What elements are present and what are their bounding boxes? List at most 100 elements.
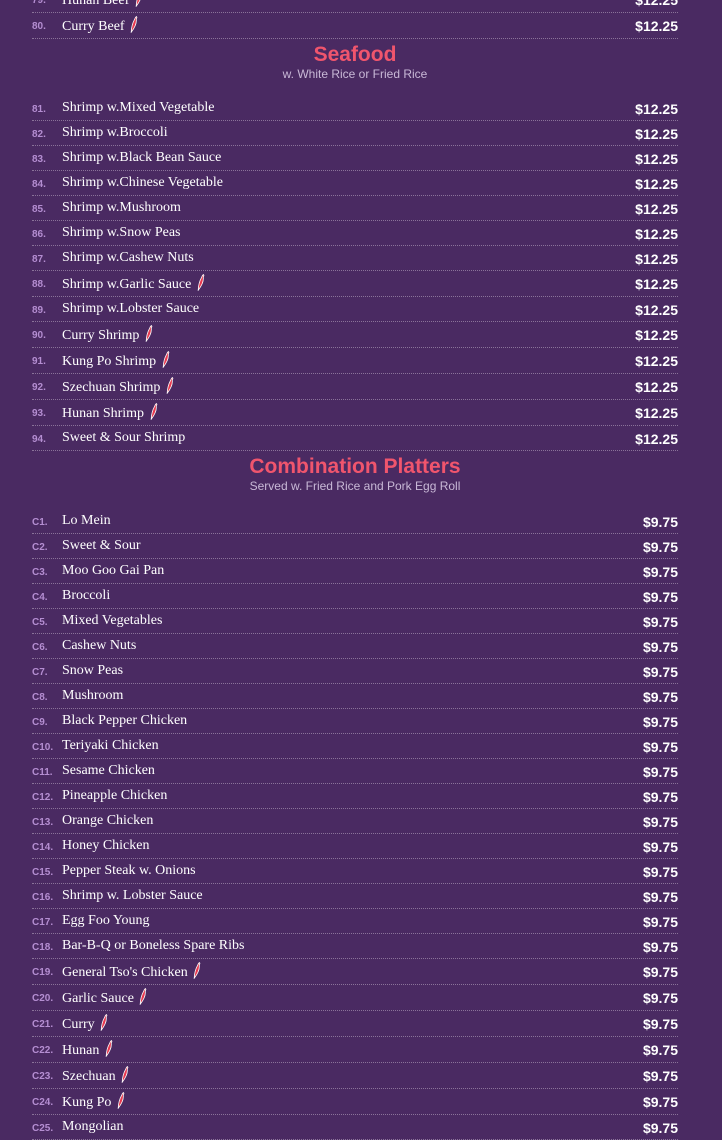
item-number: C16. bbox=[32, 892, 53, 904]
menu-item-row: C5. Mixed Vegetables $9.75 bbox=[32, 609, 678, 634]
item-number: 79. bbox=[32, 0, 46, 7]
item-price: $9.75 bbox=[643, 1119, 678, 1137]
item-name-cell: Orange Chicken bbox=[62, 812, 153, 830]
menu-item-row: 86. Shrimp w.Snow Peas $12.25 bbox=[32, 221, 678, 246]
item-name: Sweet & Sour Shrimp bbox=[62, 430, 185, 445]
seafood-section-header: Seafood w. White Rice or Fried Rice bbox=[32, 39, 678, 96]
item-name-cell: Broccoli bbox=[62, 587, 110, 605]
item-name-cell: Shrimp w.Lobster Sauce bbox=[62, 300, 199, 318]
chili-pepper-icon bbox=[100, 1014, 108, 1037]
item-number: C25. bbox=[32, 1123, 53, 1135]
item-price: $12.25 bbox=[635, 100, 678, 118]
item-number: C24. bbox=[32, 1097, 53, 1109]
menu-item-row: C15. Pepper Steak w. Onions $9.75 bbox=[32, 859, 678, 884]
item-name: Szechuan bbox=[62, 1069, 116, 1084]
item-price: $12.25 bbox=[635, 225, 678, 243]
item-price: $9.75 bbox=[643, 1067, 678, 1085]
item-name: Curry bbox=[62, 1017, 95, 1032]
item-name-cell: Shrimp w.Mushroom bbox=[62, 199, 181, 217]
item-name-cell: Sweet & Sour Shrimp bbox=[62, 429, 185, 447]
item-price: $12.25 bbox=[635, 200, 678, 218]
item-name: General Tso's Chicken bbox=[62, 965, 188, 980]
item-name-cell: Hunan Shrimp bbox=[62, 403, 158, 426]
item-name-cell: Shrimp w.Cashew Nuts bbox=[62, 249, 194, 267]
item-price: $9.75 bbox=[643, 838, 678, 856]
chili-pepper-icon bbox=[197, 274, 205, 297]
seafood-item-list: 81. Shrimp w.Mixed Vegetable $12.25 82. Shri… bbox=[32, 96, 678, 451]
item-number: C13. bbox=[32, 817, 53, 829]
item-price: $9.75 bbox=[643, 763, 678, 781]
item-price: $9.75 bbox=[643, 713, 678, 731]
item-number: C12. bbox=[32, 792, 53, 804]
item-name: Curry Shrimp bbox=[62, 328, 139, 343]
item-name-cell: Shrimp w.Snow Peas bbox=[62, 224, 181, 242]
item-price: $9.75 bbox=[643, 813, 678, 831]
menu-item-row: 94. Sweet & Sour Shrimp $12.25 bbox=[32, 426, 678, 451]
item-price: $9.75 bbox=[643, 588, 678, 606]
item-price: $12.25 bbox=[635, 430, 678, 448]
item-name: Kung Po Shrimp bbox=[62, 354, 156, 369]
menu-item-row: C19. General Tso's Chicken $9.75 bbox=[32, 959, 678, 985]
item-number: 81. bbox=[32, 104, 46, 116]
item-number: 89. bbox=[32, 305, 46, 317]
item-name-cell: Szechuan Shrimp bbox=[62, 377, 174, 400]
item-name: Orange Chicken bbox=[62, 813, 153, 828]
item-price: $12.25 bbox=[635, 17, 678, 35]
menu-item-row: 81. Shrimp w.Mixed Vegetable $12.25 bbox=[32, 96, 678, 121]
item-name: Pepper Steak w. Onions bbox=[62, 863, 196, 878]
combination-section-header: Combination Platters Served w. Fried Ric… bbox=[32, 451, 678, 509]
item-name: Sweet & Sour bbox=[62, 538, 141, 553]
item-name-cell: Snow Peas bbox=[62, 662, 123, 680]
menu-item-row: 82. Shrimp w.Broccoli $12.25 bbox=[32, 121, 678, 146]
item-number: C19. bbox=[32, 967, 53, 979]
item-name-cell: Kung Po Shrimp bbox=[62, 351, 170, 374]
item-name: Broccoli bbox=[62, 588, 110, 603]
item-name-cell: Shrimp w. Lobster Sauce bbox=[62, 887, 203, 905]
menu-item-row: C7. Snow Peas $9.75 bbox=[32, 659, 678, 684]
item-name-cell: Sweet & Sour bbox=[62, 537, 141, 555]
item-name-cell: Pepper Steak w. Onions bbox=[62, 862, 196, 880]
item-name: Hunan Shrimp bbox=[62, 406, 144, 421]
item-number: C3. bbox=[32, 567, 48, 579]
item-name: Hunan Beef bbox=[62, 0, 129, 8]
item-price: $9.75 bbox=[643, 788, 678, 806]
menu-item-row: C8. Mushroom $9.75 bbox=[32, 684, 678, 709]
chili-pepper-icon bbox=[139, 988, 147, 1011]
item-name: Shrimp w. Lobster Sauce bbox=[62, 888, 203, 903]
item-name-cell: Honey Chicken bbox=[62, 837, 149, 855]
item-name: Shrimp w.Lobster Sauce bbox=[62, 301, 199, 316]
item-name: Pineapple Chicken bbox=[62, 788, 167, 803]
item-name-cell: Mushroom bbox=[62, 687, 123, 705]
item-name: Mushroom bbox=[62, 688, 123, 703]
item-price: $9.75 bbox=[643, 963, 678, 981]
seafood-section-subtitle: w. White Rice or Fried Rice bbox=[32, 67, 678, 81]
item-number: C18. bbox=[32, 942, 53, 954]
item-price: $9.75 bbox=[643, 563, 678, 581]
item-name-cell: Curry Beef bbox=[62, 16, 138, 39]
item-name-cell: Shrimp w.Broccoli bbox=[62, 124, 168, 142]
menu-item-row: C11. Sesame Chicken $9.75 bbox=[32, 759, 678, 784]
item-price: $12.25 bbox=[635, 250, 678, 268]
menu-item-row: C22. Hunan $9.75 bbox=[32, 1037, 678, 1063]
item-number: 82. bbox=[32, 129, 46, 141]
item-number: C1. bbox=[32, 517, 48, 529]
item-price: $12.25 bbox=[635, 125, 678, 143]
item-name: Cashew Nuts bbox=[62, 638, 136, 653]
item-number: 93. bbox=[32, 408, 46, 420]
item-price: $9.75 bbox=[643, 538, 678, 556]
item-name: Shrimp w.Broccoli bbox=[62, 125, 168, 140]
menu-item-row: 87. Shrimp w.Cashew Nuts $12.25 bbox=[32, 246, 678, 271]
item-number: 94. bbox=[32, 434, 46, 446]
item-price: $9.75 bbox=[643, 513, 678, 531]
item-price: $12.25 bbox=[635, 378, 678, 396]
menu: 79. Hunan Beef $12.25 80. Curry Beef $12.25… bbox=[32, 0, 678, 1140]
item-number: 80. bbox=[32, 21, 46, 33]
item-name-cell: Shrimp w.Chinese Vegetable bbox=[62, 174, 223, 192]
item-price: $9.75 bbox=[643, 863, 678, 881]
item-name-cell: Teriyaki Chicken bbox=[62, 737, 159, 755]
chili-pepper-icon bbox=[150, 403, 158, 426]
menu-item-row: C25. Mongolian $9.75 bbox=[32, 1115, 678, 1140]
item-price: $9.75 bbox=[643, 638, 678, 656]
item-number: C7. bbox=[32, 667, 48, 679]
item-price: $9.75 bbox=[643, 888, 678, 906]
